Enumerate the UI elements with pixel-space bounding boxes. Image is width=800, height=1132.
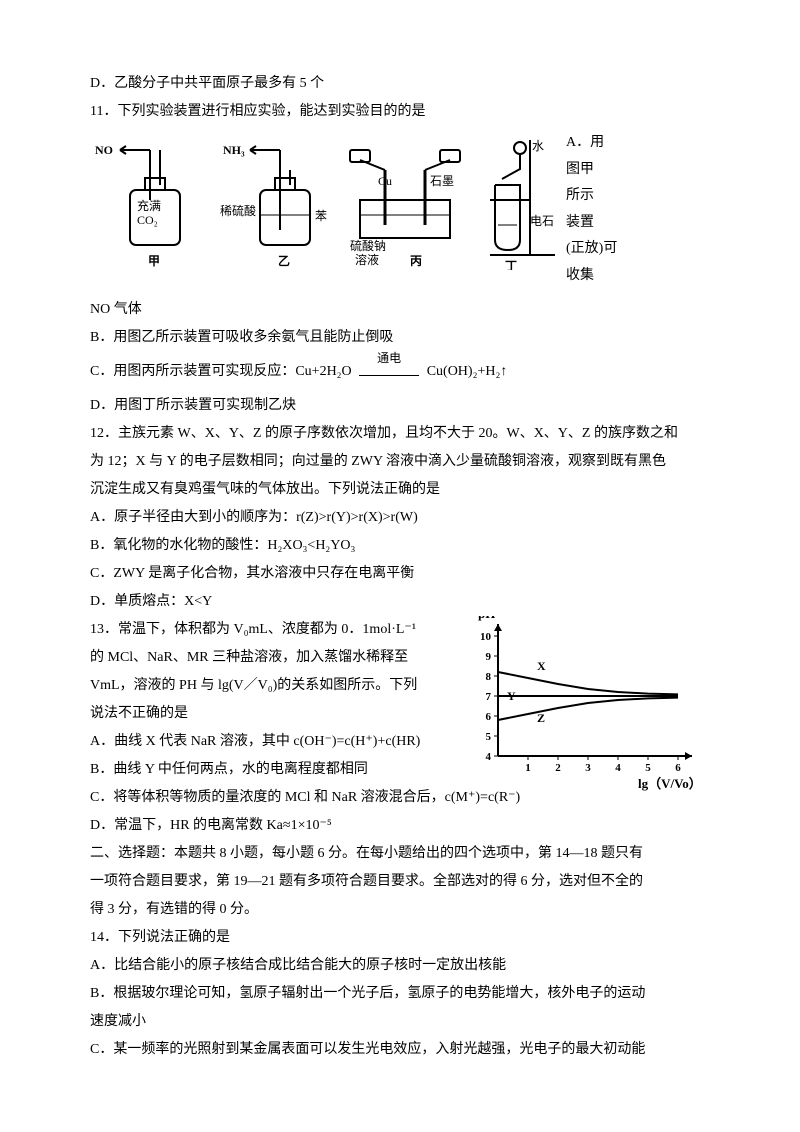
label-c: 石墨 — [430, 174, 454, 188]
q11-option-c: C．用图丙所示装置可实现反应：Cu+2H₂O 通电 Cu(OH)₂+H₂↑ — [90, 352, 710, 392]
q12-option-d: D．单质熔点：X<Y — [90, 588, 710, 616]
svg-text:5: 5 — [645, 762, 651, 774]
svg-text:9: 9 — [486, 651, 492, 663]
svg-text:6: 6 — [486, 711, 492, 723]
q11-c-post: Cu(OH)₂+H₂↑ — [427, 364, 508, 379]
q11-a-frag-3: 所示 — [566, 183, 710, 210]
svg-text:4: 4 — [615, 762, 621, 774]
q13-option-d: D．常温下，HR 的电离常数 Ka≈1×10⁻⁵ — [90, 812, 710, 840]
apparatus-diagram: NO 充满 CO₂ 甲 NH₃ 稀硫酸 苯 乙 Cu 石墨 硫酸钠 溶液 丙 水… — [90, 130, 560, 281]
svg-text:充满: 充满 — [137, 198, 161, 213]
q13-stem-l1: 13．常温下，体积都为 V₀mL、浓度都为 0．1mol·L⁻¹ — [90, 616, 450, 644]
svg-text:3: 3 — [585, 762, 591, 774]
svg-text:硫酸钠: 硫酸钠 — [350, 238, 386, 253]
svg-text:8: 8 — [486, 671, 492, 683]
svg-text:6: 6 — [675, 762, 681, 774]
q11-option-d: D．用图丁所示装置可实现制乙炔 — [90, 392, 710, 420]
label-bing: 丙 — [410, 254, 422, 268]
svg-text:7: 7 — [486, 691, 492, 703]
q12-option-b: B．氧化物的水化物的酸性：H₂XO₃<H₂YO₃ — [90, 532, 710, 560]
q14-stem: 14．下列说法正确的是 — [90, 924, 710, 952]
q11-c-arrow-label: 通电 — [355, 352, 423, 364]
q11-a-post: NO 气体 — [90, 296, 710, 324]
label-cu: Cu — [378, 174, 392, 188]
q14-option-c: C．某一频率的光照射到某金属表面可以发生光电效应，入射光越强，光电子的最大初动能 — [90, 1036, 710, 1064]
label-nh3: NH₃ — [223, 143, 245, 157]
svg-text:lg（V/Vo）: lg（V/Vo） — [638, 776, 702, 791]
label-jia: 甲 — [148, 254, 160, 268]
q12-stem-l3: 沉淀生成又有臭鸡蛋气味的气体放出。下列说法正确的是 — [90, 476, 710, 504]
q13-block: 12345645678910XYZpHlg（V/Vo） 13．常温下，体积都为 … — [90, 616, 710, 756]
svg-text:2: 2 — [555, 762, 561, 774]
svg-text:溶液: 溶液 — [355, 252, 379, 267]
q11-a-frag-5: (正放)可 — [566, 236, 710, 263]
svg-text:4: 4 — [486, 751, 492, 763]
label-cac2: 电石 — [530, 214, 554, 228]
q11-a-frag-6: 收集 — [566, 263, 710, 290]
q14-option-b-l1: B．根据玻尔理论可知，氢原子辐射出一个光子后，氢原子的电势能增大，核外电子的运动 — [90, 980, 710, 1008]
q13-stem-l3: VmL，溶液的 PH 与 lg(V／V₀)的关系如图所示。下列 — [90, 672, 450, 700]
label-ding: 丁 — [505, 259, 517, 270]
q11-a-frag-4: 装置 — [566, 210, 710, 237]
label-dil: 稀硫酸 — [220, 203, 256, 218]
q12-option-c: C．ZWY 是离子化合物，其水溶液中只存在电离平衡 — [90, 560, 710, 588]
section2-l3: 得 3 分，有选错的得 0 分。 — [90, 896, 710, 924]
svg-text:5: 5 — [486, 731, 492, 743]
q11-figure-row: NO 充满 CO₂ 甲 NH₃ 稀硫酸 苯 乙 Cu 石墨 硫酸钠 溶液 丙 水… — [90, 130, 710, 290]
q11-option-b: B．用图乙所示装置可吸收多余氨气且能防止倒吸 — [90, 324, 710, 352]
svg-text:CO₂: CO₂ — [137, 213, 158, 227]
q11-a-frag-1: A．用 — [566, 130, 710, 157]
q13-option-a: A．曲线 X 代表 NaR 溶液，其中 c(OH⁻)=c(H⁺)+c(HR) — [90, 728, 450, 756]
q11-stem: 11．下列实验装置进行相应实验，能达到实验目的的是 — [90, 98, 710, 126]
label-yi: 乙 — [278, 254, 290, 268]
label-no: NO — [95, 143, 113, 157]
q11-a-frag-2: 图甲 — [566, 157, 710, 184]
svg-text:X: X — [537, 659, 546, 673]
svg-text:Z: Z — [537, 711, 545, 725]
svg-text:pH: pH — [478, 616, 495, 621]
label-water: 水 — [532, 139, 544, 153]
q12-option-a: A．原子半径由大到小的顺序为：r(Z)>r(Y)>r(X)>r(W) — [90, 504, 710, 532]
section2-l2: 一项符合题目要求，第 19—21 题有多项符合题目要求。全部选对的得 6 分，选… — [90, 868, 710, 896]
q12-stem-l2: 为 12；X 与 Y 的电子层数相同；向过量的 ZWY 溶液中滴入少量硫酸铜溶液… — [90, 448, 710, 476]
svg-text:1: 1 — [525, 762, 531, 774]
q13-graph: 1 2 3 4 5 6 4 5 6 7 8 9 10 X Y ZpH lg（V/Vo） — [460, 616, 710, 802]
q10-option-d: D．乙酸分子中共平面原子最多有 5 个 — [90, 70, 710, 98]
q14-option-a: A．比结合能小的原子核结合成比结合能大的原子核时一定放出核能 — [90, 952, 710, 980]
section2-l1: 二、选择题：本题共 8 小题，每小题 6 分。在每小题给出的四个选项中，第 14… — [90, 840, 710, 868]
q14-option-b-l2: 速度减小 — [90, 1008, 710, 1036]
label-benzene: 苯 — [315, 209, 327, 223]
q12-stem-l1: 12．主族元素 W、X、Y、Z 的原子序数依次增加，且均不大于 20。W、X、Y… — [90, 420, 710, 448]
q11-c-pre: C．用图丙所示装置可实现反应：Cu+2H₂O — [90, 364, 352, 379]
svg-text:10: 10 — [480, 631, 492, 643]
q13-stem-l4: 说法不正确的是 — [90, 700, 450, 728]
q13-stem-l2: 的 MCl、NaR、MR 三种盐溶液，加入蒸馏水稀释至 — [90, 644, 450, 672]
svg-text:Y: Y — [507, 689, 516, 703]
reaction-arrow — [359, 375, 419, 376]
